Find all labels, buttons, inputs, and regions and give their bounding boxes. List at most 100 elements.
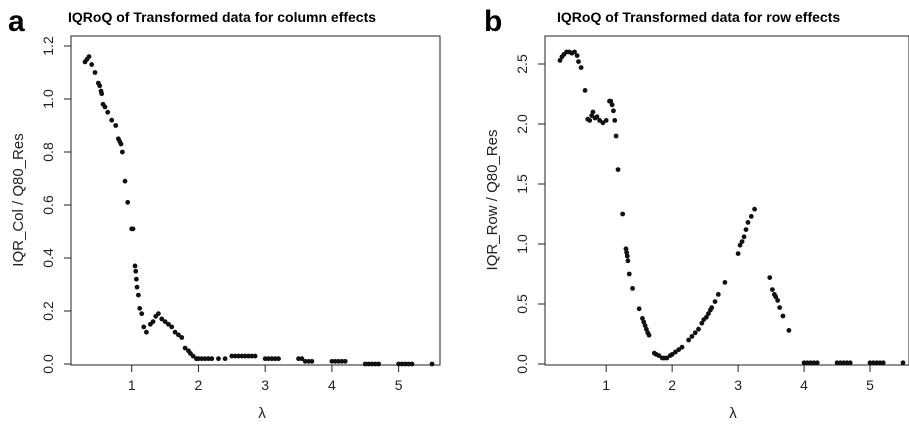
panel-a-x-axis-label: λ [258, 405, 266, 422]
panel-b-data-point [574, 53, 580, 58]
panel-b-data-point [624, 253, 630, 259]
panel-a-y-tick-label: 0.4 [40, 248, 56, 268]
panel-b-data-point [676, 347, 682, 352]
panel-b-x-tick-label: 4 [800, 377, 808, 393]
panel-b-data-point [775, 298, 781, 303]
panel-b-data-point [640, 316, 645, 321]
panel-b-data-point [609, 102, 615, 108]
panel-b-data-point [743, 227, 749, 233]
panel-a-title: IQRoQ of Transformed data for column eff… [68, 9, 376, 25]
panel-b-data-point [773, 294, 779, 300]
panel-a-data-point [109, 117, 115, 123]
panel-a-data-point [216, 356, 221, 362]
panel-b-data-point [636, 306, 642, 312]
panel-b-x-tick-label: 1 [602, 377, 610, 393]
panel-a-data-point [206, 356, 211, 362]
panel-a-data-point [99, 91, 105, 97]
panel-b-data-point [679, 344, 685, 350]
panel-a-data-point [299, 356, 305, 362]
panel-b-y-ticks: 0.0 0.5 1.0 1.5 2.0 2.5 [514, 54, 545, 374]
panel-b-y-tick-label: 1.0 [514, 234, 530, 254]
panel-a-data-point [246, 353, 251, 359]
panel-a-data-point [139, 311, 145, 317]
panel-b-x-tick-label: 5 [866, 377, 874, 393]
panel-a-data-point [309, 358, 315, 364]
panel-b-data-point [712, 299, 718, 304]
panel-b-data-point [608, 98, 614, 104]
panel-a-data-point [366, 361, 372, 367]
panel-a-data-point [141, 324, 147, 330]
panel-b-data-point [669, 352, 675, 357]
panel-b-y-tick-label: 0.5 [514, 294, 530, 314]
panel-b-data-point [841, 360, 847, 366]
panel-a-x-tick-label: 3 [261, 377, 269, 393]
panel-b-data-point [689, 334, 695, 339]
panel-b-data-point [808, 360, 814, 366]
panel-a-data-point [376, 361, 382, 367]
panel-a-y-tick-label: 0.6 [40, 195, 56, 215]
panel-a-data-point [119, 149, 125, 155]
panel-b-data-point [557, 58, 563, 63]
panel-b-data-point [780, 313, 786, 319]
panel-b-data-point [589, 113, 595, 118]
panel-a-data-point [169, 324, 175, 330]
panel-b-data-point [847, 360, 853, 366]
panel-b-data-point [620, 211, 626, 217]
panel-b-data-point [748, 214, 754, 219]
panel-b-data-point [587, 118, 593, 123]
panel-b-data-point [613, 133, 619, 139]
panel-a-y-tick-label: 0.8 [40, 142, 56, 162]
panel-a-data-point [182, 345, 188, 351]
panel-a-data-point [236, 353, 241, 359]
panel-a-data-point [176, 332, 181, 338]
panel-a-data-point [402, 361, 408, 367]
panel-a-data-point [209, 356, 215, 362]
panel-b-data-point [837, 360, 843, 366]
panel-a-data-point [266, 356, 271, 362]
panel-b-data-point [874, 360, 880, 366]
panel-b-data-point [715, 292, 721, 297]
panel-b-points [557, 49, 906, 366]
panel-a-data-point [276, 356, 281, 362]
panel-a-data-point [113, 123, 119, 128]
panel-a-data-point [339, 358, 345, 364]
panel-a-data-point [252, 353, 258, 359]
panel-a-x-tick-label: 2 [195, 377, 203, 393]
panel-b-x-tick-label: 3 [734, 377, 742, 393]
panel-b-data-point [641, 319, 647, 325]
panel-b-y-tick-label: 0.0 [514, 354, 530, 374]
panel-b-y-tick-label: 1.5 [514, 174, 530, 194]
panel-b-data-point [696, 326, 701, 332]
panel-a-data-point [130, 226, 136, 232]
panel-b-letter: b [484, 5, 502, 38]
panel-a-y-axis-label: IQR_Col / Q80_Res [10, 133, 27, 266]
panel-b-data-point [745, 220, 751, 225]
panel-b-data-point [722, 280, 728, 285]
panel-b-data-point [741, 234, 747, 240]
panel-a: a IQRoQ of Transformed data for column e… [8, 5, 441, 422]
panel-b-data-point [777, 305, 783, 310]
panel-a-data-point [89, 62, 95, 67]
panel-b-data-point [686, 337, 692, 343]
panel-a-y-tick-label: 0.0 [40, 354, 56, 374]
panel-b-data-point [576, 59, 581, 64]
panel-a-data-point [362, 361, 368, 367]
panel-b-data-point [900, 360, 906, 366]
panel-a-data-point [202, 356, 208, 362]
panel-b-y-axis-label: IQR_Row / Q80_Res [484, 130, 501, 271]
panel-b-data-point [870, 360, 876, 366]
panel-b-data-point [867, 360, 873, 366]
panel-a-data-point [232, 353, 238, 359]
panel-a-data-point [179, 335, 185, 340]
panel-a-data-point [296, 356, 301, 362]
panel-a-data-point [159, 316, 165, 322]
panel-b-data-point [804, 360, 810, 366]
panel-b-plot-frame [544, 35, 909, 366]
panel-b-x-ticks: 1 2 3 4 5 [602, 365, 874, 393]
panel-b-data-point [644, 326, 649, 332]
panel-a-x-tick-label: 1 [128, 377, 136, 393]
panel-a-data-point [306, 358, 311, 364]
panel-a-data-point [372, 361, 378, 367]
panel-a-data-point [150, 319, 156, 324]
